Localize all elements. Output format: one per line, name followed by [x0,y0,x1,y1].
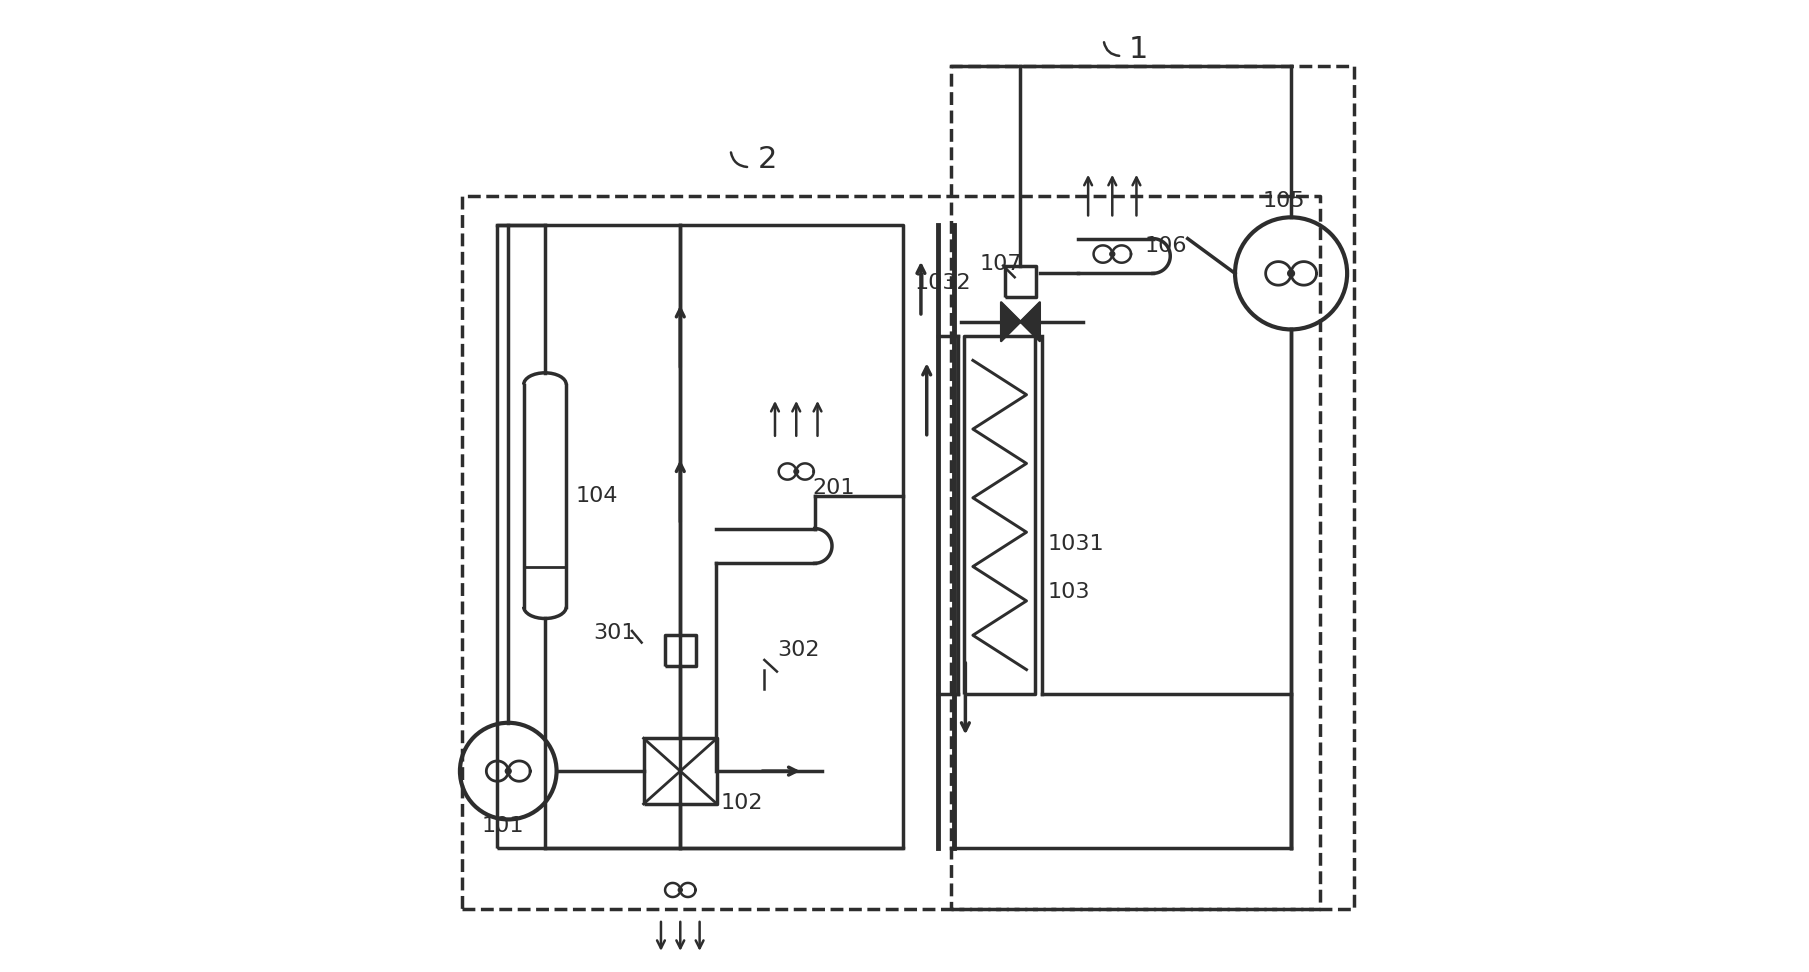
Text: 1032: 1032 [914,273,971,293]
Text: 102: 102 [720,793,763,813]
Circle shape [1288,270,1295,277]
Text: 105: 105 [1263,191,1304,211]
Text: 2: 2 [758,145,776,174]
Text: 101: 101 [481,816,523,836]
Circle shape [505,768,512,774]
Circle shape [794,469,798,473]
Text: 104: 104 [575,486,619,505]
Circle shape [678,888,682,892]
Text: 1031: 1031 [1047,534,1103,554]
Text: 106: 106 [1143,236,1187,257]
Text: 302: 302 [776,641,819,660]
Text: 107: 107 [980,254,1022,274]
Text: 301: 301 [593,623,635,642]
Circle shape [1109,252,1114,257]
Polygon shape [1000,302,1020,341]
Polygon shape [1020,302,1040,341]
Text: 201: 201 [812,478,856,498]
Text: 1: 1 [1129,35,1149,64]
Text: 103: 103 [1047,582,1091,603]
